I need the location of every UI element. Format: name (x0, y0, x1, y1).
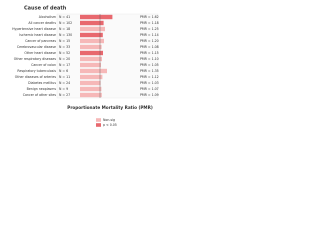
count-label: N = 27 (59, 93, 70, 97)
category-label: Other diseases of arteries (15, 75, 57, 79)
plot-area (56, 13, 159, 99)
bar (80, 92, 102, 98)
bar (80, 14, 113, 20)
legend-label: p < 0.05 (103, 123, 117, 127)
bar (80, 38, 104, 44)
chart: Cause of death Proportionate Mortality R… (12, 6, 159, 128)
category-label: Respiratory tuberculosis (17, 69, 56, 73)
bar (80, 50, 103, 56)
category-label: Other heart disease (24, 51, 56, 55)
bar (80, 26, 105, 32)
bar (80, 32, 103, 38)
bar (80, 74, 103, 80)
page: {"chart_data": {"type": "bar", "orientat… (12, 5, 159, 128)
count-label: N = 41 (59, 15, 70, 19)
category-label: Cerebrovascular disease (17, 45, 56, 49)
category-label: Hypertensive heart disease (12, 27, 56, 31)
count-label: N = 130 (59, 33, 72, 37)
category-label: Benign neoplasms (27, 87, 57, 91)
count-label: N = 11 (59, 75, 70, 79)
count-label: N = 18 (59, 27, 70, 31)
value-label: PMR = 1.05 (140, 63, 159, 67)
count-label: N = 20 (59, 57, 70, 61)
count-label: N = 102 (59, 21, 72, 25)
value-label: PMR = 1.09 (140, 93, 159, 97)
bar (80, 44, 102, 50)
value-label: PMR = 1.18 (140, 21, 159, 25)
category-label: Cancer of pancreas (25, 39, 56, 43)
legend-swatch (96, 123, 101, 127)
count-label: N = 6 (59, 69, 68, 73)
category-label: Cancer of other sites (23, 93, 57, 97)
bar (80, 86, 102, 92)
chart-title: Cause of death (24, 6, 67, 12)
value-label: PMR = 1.62 (140, 15, 159, 19)
count-label: N = 33 (59, 45, 70, 49)
value-label: PMR = 1.15 (140, 51, 159, 55)
bar (80, 80, 101, 86)
count-label: N = 9 (59, 87, 68, 91)
bar (80, 68, 107, 74)
value-label: PMR = 1.08 (140, 45, 159, 49)
count-label: N = 52 (59, 51, 70, 55)
category-label: Ischemic heart disease (19, 33, 56, 37)
count-label: N = 17 (59, 63, 70, 67)
value-label: PMR = 1.07 (140, 87, 159, 91)
category-label: Cancer of colon (31, 63, 56, 67)
category-label: All cancer deaths (28, 21, 56, 25)
category-label: Diabetes mellitus (28, 81, 56, 85)
bar (80, 62, 101, 68)
value-label: PMR = 1.10 (140, 57, 159, 61)
legend-swatch (96, 118, 101, 122)
legend-label: Non-sig (103, 118, 115, 122)
bar (80, 20, 104, 26)
count-label: N = 15 (59, 39, 70, 43)
category-label: Alcoholism (39, 15, 56, 19)
value-label: PMR = 1.20 (140, 39, 159, 43)
value-label: PMR = 1.12 (140, 75, 159, 79)
bar (80, 56, 102, 62)
count-label: N = 24 (59, 81, 70, 85)
value-label: PMR = 1.03 (140, 81, 159, 85)
x-axis-label: Proportionate Mortality Ratio (PMR) (67, 105, 153, 110)
value-label: PMR = 1.35 (140, 69, 159, 73)
value-label: PMR = 1.14 (140, 33, 159, 37)
value-label: PMR = 1.25 (140, 27, 159, 31)
category-label: Other respiratory diseases (14, 57, 57, 61)
